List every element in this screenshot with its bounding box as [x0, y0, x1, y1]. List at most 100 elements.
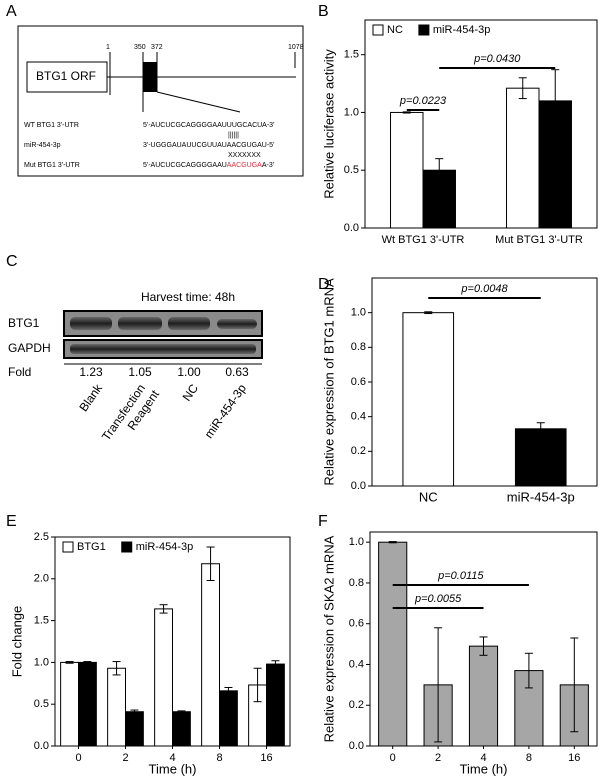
sequence-part: 5'-AUCUCGCAGGGGAAU: [143, 162, 227, 169]
position: 372: [151, 44, 163, 51]
bar: [514, 428, 567, 487]
legend-swatch: [372, 24, 384, 36]
row-label: miR-454-3p: [24, 142, 61, 149]
x-tick-label: miR-454-3p: [507, 489, 575, 504]
band: [217, 319, 257, 329]
legend-swatch: [62, 541, 74, 553]
panel-label: A: [6, 3, 17, 20]
band: [70, 344, 256, 354]
y-tick-label: 1.0: [344, 106, 359, 118]
y-tick-label: 1.0: [34, 656, 49, 668]
legend-label: miR-454-3p: [136, 541, 193, 553]
band-label: BTG1: [8, 316, 40, 330]
fold-value: 1.05: [128, 365, 152, 379]
bar: [390, 111, 424, 229]
x-tick-label: 0: [390, 752, 396, 764]
panel-label: D: [318, 276, 330, 293]
diagram: BTG1 ORF 1 350 372 1078 WT BTG1 3'-UTR 5…: [17, 25, 304, 177]
pairing: ||||||: [228, 132, 239, 139]
bar: [219, 690, 238, 747]
x-tick-label: NC: [419, 489, 438, 504]
bar: [402, 312, 455, 487]
bar: [78, 661, 97, 747]
blot: Harvest time: 48h BTG1 GAPDH Fold 1.23 1…: [8, 290, 263, 443]
panel-label: F: [318, 513, 328, 530]
y-tick-label: 0.0: [351, 480, 366, 492]
y-tick-label: 0.0: [349, 740, 364, 752]
bar: [506, 87, 540, 229]
annotation: p=0.0055: [414, 593, 462, 605]
y-tick-label: 0.6: [351, 376, 366, 388]
site-box: [143, 62, 157, 92]
annotation: p=0.0048: [460, 283, 508, 295]
bar: [125, 711, 144, 747]
position: 1078: [288, 44, 304, 51]
y-tick-label: 0.4: [349, 658, 364, 670]
bar: [266, 663, 285, 747]
fold-label: Fold: [8, 365, 31, 379]
x-tick-label: 16: [260, 752, 272, 764]
zoom-line: [156, 91, 241, 113]
x-tick-label: 8: [216, 752, 222, 764]
bar: [468, 645, 499, 747]
band: [70, 317, 112, 330]
orf-label: BTG1 ORF: [36, 69, 96, 83]
legend-label: NC: [387, 24, 403, 36]
y-tick-label: 1.5: [34, 615, 49, 627]
y-tick-label: 0.5: [344, 164, 359, 176]
blot-title: Harvest time: 48h: [141, 290, 235, 304]
panel-label: E: [6, 513, 17, 530]
lane-label: miR-454-3p: [202, 381, 250, 441]
lane-label: Blank: [76, 381, 105, 414]
band: [168, 317, 210, 330]
y-tick-label: 0.0: [344, 222, 359, 234]
y-tick-label: 2.5: [34, 531, 49, 543]
x-axis-label: Time (h): [149, 761, 197, 776]
legend-label: miR-454-3p: [433, 24, 490, 36]
y-tick-label: 0.0: [34, 740, 49, 752]
position: 350: [134, 44, 146, 51]
bar: [107, 667, 126, 747]
y-tick-label: 1.0: [349, 536, 364, 548]
fold-value: 1.00: [177, 365, 201, 379]
band-label: GAPDH: [8, 341, 51, 355]
fold-value: 1.23: [79, 365, 103, 379]
x-tick-label: 8: [526, 752, 532, 764]
panel-label: B: [318, 3, 329, 20]
y-tick-label: 0.4: [351, 411, 366, 423]
position: 1: [106, 44, 110, 51]
x-tick-label: Mut BTG1 3'-UTR: [495, 234, 583, 246]
y-tick-label: 0.6: [349, 618, 364, 630]
diagram-frame: [17, 25, 304, 177]
row-label: WT BTG1 3'-UTR: [24, 122, 79, 129]
y-tick-label: 0.8: [349, 577, 364, 589]
sequence: 3'-UGGGAUAUUCGUUAUAACGUGAU-5': [143, 142, 274, 149]
legend-label: BTG1: [77, 541, 106, 553]
bar: [172, 711, 191, 747]
y-tick-label: 0.2: [349, 699, 364, 711]
y-tick-label: 1.5: [344, 49, 359, 61]
row-label: Mut BTG1 3'-UTR: [24, 162, 80, 169]
y-tick-label: 1.0: [351, 307, 366, 319]
mutated-part: AACGUGA: [227, 162, 262, 169]
mutation-marks: XXXXXXX: [228, 152, 261, 159]
y-tick-label: 0.5: [34, 698, 49, 710]
sequence-part: A-3': [262, 162, 274, 169]
plot-frame: [364, 19, 598, 229]
x-tick-label: 16: [568, 752, 580, 764]
annotation: p=0.0115: [437, 570, 484, 582]
y-axis-label: Relative luciferase activity: [321, 49, 336, 199]
x-tick-label: 2: [435, 752, 441, 764]
x-tick-label: 2: [122, 752, 128, 764]
annotation: p=0.0223: [399, 95, 447, 107]
legend-swatch: [121, 541, 133, 553]
x-tick-label: Wt BTG1 3'-UTR: [382, 234, 465, 246]
sequence: 5'-AUCUCGCAGGGGAAUAACGUGAA-3': [143, 162, 274, 169]
y-axis-label: Relative expression of BTG1 mRNA: [321, 278, 336, 486]
lane-label: NC: [180, 381, 202, 404]
bar: [154, 608, 173, 747]
fold-value: 0.63: [225, 365, 249, 379]
y-tick-label: 2.0: [34, 573, 49, 585]
